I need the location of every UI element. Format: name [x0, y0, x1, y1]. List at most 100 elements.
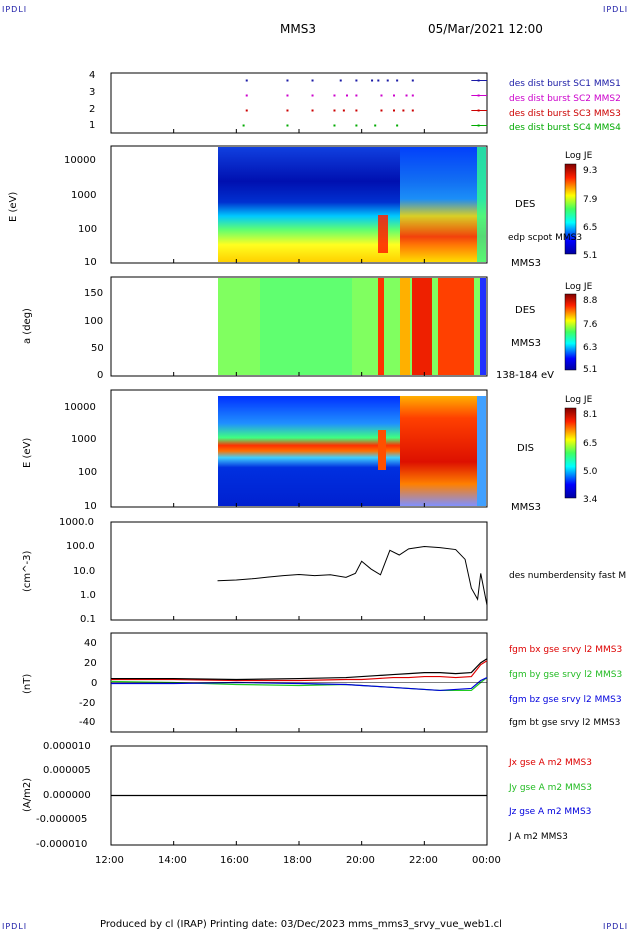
availability-mark: [393, 109, 395, 112]
des-pitch-ytick: 50: [91, 343, 104, 354]
availability-mark: [374, 124, 377, 127]
availability-mark: [386, 79, 389, 82]
availability-mark: [411, 94, 414, 97]
des-pitch-red-3: [412, 278, 432, 375]
availability-mark: [380, 109, 383, 112]
bfield-ytick: 0: [91, 678, 98, 689]
current-ytick: -0.000010: [36, 839, 88, 850]
current-ylabel: (A/m2): [22, 777, 33, 812]
x-tick-label: 12:00: [95, 855, 124, 866]
availability-mark: [396, 124, 399, 127]
corner-label-top-left: IPDLI: [2, 5, 28, 14]
availability-mark: [286, 109, 289, 112]
availability-mark: [405, 94, 408, 97]
bfield-line: [111, 660, 488, 682]
current-legend-jx: Jx gse A m2 MMS3: [509, 758, 592, 768]
bfield-ylabel: (nT): [22, 673, 33, 694]
colorbar-des-energy-title: Log JE: [565, 151, 593, 161]
dis-energy-ytick: 100: [78, 467, 98, 478]
legend-sc2: des dist burst SC2 MMS2: [509, 94, 621, 104]
availability-mark: [333, 124, 336, 127]
des-energy-ytick: 100: [78, 224, 98, 235]
colorbar-des-pitch-tick: 5.1: [583, 365, 598, 375]
availability-mark: [245, 94, 248, 97]
availability-mark: [355, 79, 358, 82]
avail-ytick: 3: [89, 87, 96, 98]
density-series: [217, 545, 488, 606]
colorbar-dis-energy-tick: 5.0: [583, 467, 598, 477]
des-pitch-red-4: [438, 278, 474, 375]
density-ytick: 10.0: [73, 566, 96, 577]
x-axis-ticks: [110, 129, 488, 845]
colorbar-dis-energy-title: Log JE: [565, 395, 593, 405]
dis-energy-burst: [378, 430, 386, 470]
density-ytick: 100.0: [66, 541, 95, 552]
availability-mark: [411, 79, 414, 82]
bfield-ytick: -40: [79, 717, 96, 728]
des-pitch-warm-band: [260, 278, 352, 375]
availability-mark: [333, 109, 336, 112]
availability-mark: [245, 79, 248, 82]
colorbar-des-energy-tick: 7.9: [583, 195, 598, 205]
dis-energy-ytick: 10000: [64, 402, 96, 413]
availability-panel: [110, 72, 488, 134]
x-tick-label: 14:00: [158, 855, 187, 866]
current-ytick: 0.000005: [43, 765, 91, 776]
availability-mark: [355, 94, 358, 97]
colorbar-des-pitch-tick: 6.3: [583, 343, 598, 353]
x-tick-label: 16:00: [220, 855, 249, 866]
des-pitch-ytick: 0: [97, 370, 104, 381]
density-ytick: 1000.0: [59, 517, 94, 528]
magnetic-field-series: [110, 658, 488, 692]
dis-energy-edge: [477, 396, 486, 506]
bfield-legend-bt: fgm bt gse srvy l2 MMS3: [509, 718, 621, 728]
x-tick-label: 18:00: [283, 855, 312, 866]
availability-mark: [393, 94, 395, 97]
availability-mark: [355, 109, 358, 112]
colorbar-des-pitch-tick: 8.8: [583, 296, 598, 306]
availability-mark: [402, 109, 405, 112]
corner-label-bottom-right: IPDLI: [603, 922, 629, 931]
avail-ytick: 4: [89, 70, 96, 81]
availability-mark: [311, 94, 314, 97]
colorbar-des-pitch: [564, 293, 577, 371]
bfield-ytick: 20: [84, 658, 97, 669]
des-pitch-ytick: 100: [84, 316, 104, 327]
des-pitch-spectrogram: [110, 276, 488, 377]
des-energy-edge: [477, 147, 486, 262]
footer-credits: Produced by cl (IRAP) Printing date: 03/…: [100, 919, 502, 930]
availability-mark: [286, 79, 289, 82]
bfield-ytick: 40: [84, 638, 97, 649]
des-pitch-ytick: 150: [84, 288, 104, 299]
spacecraft-title: MMS3: [280, 22, 316, 36]
availability-mark: [396, 79, 399, 82]
des-pitch-energy-range: 138-184 eV: [496, 370, 554, 381]
des-energy-instrument: DES: [515, 199, 536, 210]
current-legend-j: J A m2 MMS3: [509, 832, 568, 842]
availability-mark: [286, 94, 289, 97]
availability-mark: [245, 109, 248, 112]
des-energy-scpot: edp scpot MMS3: [508, 233, 583, 243]
bfield-legend-bz: fgm bz gse srvy l2 MMS3: [509, 695, 622, 705]
availability-mark: [339, 79, 342, 82]
availability-mark: [342, 109, 345, 112]
des-energy-ytick: 10000: [64, 155, 96, 166]
density-ylabel: (cm^-3): [22, 550, 33, 592]
dis-energy-data: [218, 396, 400, 506]
density-ytick: 0.1: [80, 614, 96, 625]
current-ytick: 0.000000: [43, 790, 91, 801]
current-ytick: -0.000005: [36, 814, 88, 825]
colorbar-des-energy-tick: 6.5: [583, 223, 598, 233]
des-pitch-instrument: DES: [515, 305, 536, 316]
corner-label-bottom-left: IPDLI: [2, 922, 28, 931]
density-line: [217, 545, 488, 606]
colorbar-dis-energy-tick: 3.4: [583, 495, 598, 505]
legend-sc3: des dist burst SC3 MMS3: [509, 109, 621, 119]
des-pitch-spacecraft: MMS3: [511, 338, 541, 349]
density-ytick: 1.0: [80, 590, 96, 601]
availability-mark: [355, 124, 358, 127]
x-tick-label: 00:00: [472, 855, 501, 866]
des-energy-ytick: 10: [84, 257, 97, 268]
